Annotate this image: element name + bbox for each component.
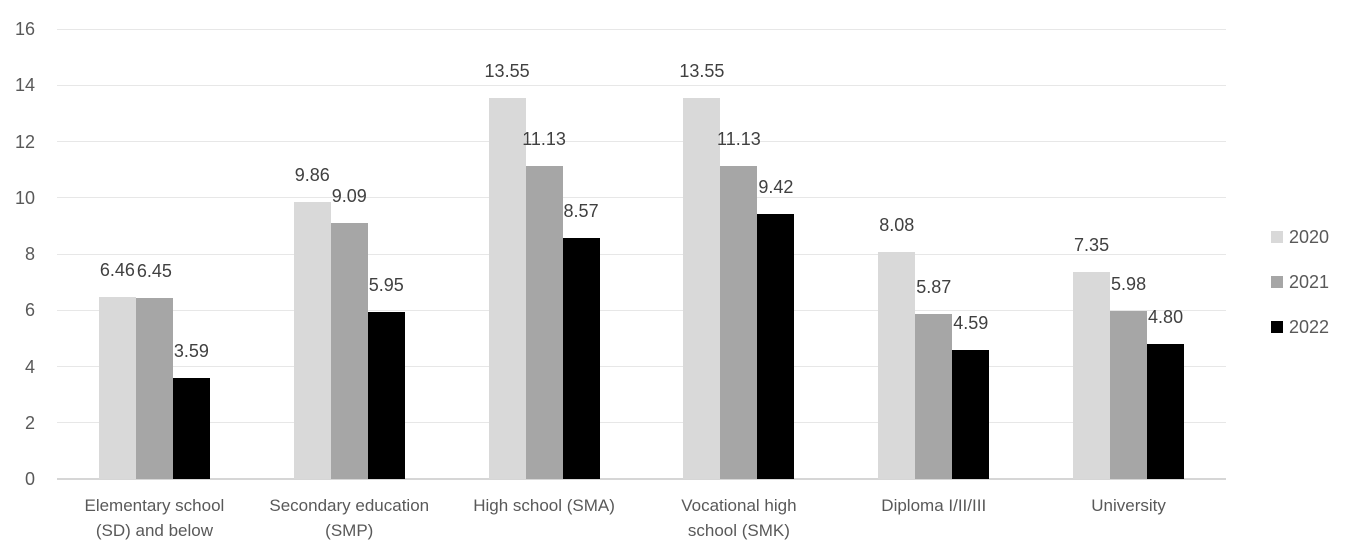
y-axis-tick-label: 14 — [14, 75, 35, 96]
bar-2021-cat3 — [720, 165, 758, 479]
value-label-2020-cat1: 9.86 — [294, 164, 330, 185]
y-axis-tick-label: 16 — [14, 19, 35, 39]
x-axis-category-label-line: Elementary school — [84, 496, 225, 515]
bar-2021-cat4 — [915, 313, 953, 479]
y-axis-tick-label: 2 — [24, 412, 35, 433]
x-axis-category-label-line: Diploma I/II/III — [881, 496, 987, 515]
value-label-2022-cat3: 9.42 — [758, 177, 794, 198]
y-axis-tick-label: 8 — [24, 244, 35, 264]
x-axis-category-label-line: school (SMK) — [687, 521, 790, 540]
bar-2020-cat1 — [293, 201, 331, 479]
value-label-2021-cat1: 9.09 — [331, 186, 367, 207]
bar-2021-cat5 — [1110, 310, 1148, 479]
x-axis-category-label: Secondary education (SMP) — [252, 493, 447, 543]
gridline — [57, 253, 1226, 255]
value-label-2022-cat1: 5.95 — [368, 274, 404, 295]
value-label-2021-cat0: 6.45 — [136, 260, 172, 281]
gridline — [57, 366, 1226, 367]
bar-2021-cat0 — [135, 297, 173, 479]
bar-2021-cat1 — [330, 223, 368, 479]
x-axis-category-label-line: Vocational high — [681, 496, 797, 515]
x-axis-category-label: High school (SMA) — [447, 493, 642, 518]
bar-2020-cat4 — [878, 251, 916, 479]
bar-2022-cat0 — [172, 378, 210, 479]
value-label-2020-cat2: 13.55 — [484, 60, 530, 81]
bar-2022-cat3 — [757, 214, 795, 479]
y-axis-tick-label: 0 — [24, 469, 35, 489]
x-axis-category-label-line: (SMP) — [325, 521, 374, 540]
gridline — [57, 141, 1226, 142]
legend-item-2022: 2022 — [1271, 316, 1329, 338]
gridline — [57, 309, 1226, 311]
y-axis-tick-label: 4 — [24, 356, 35, 377]
bar-2022-cat4 — [952, 349, 990, 479]
bar-2022-cat5 — [1147, 344, 1185, 479]
legend-swatch-2022 — [1271, 321, 1283, 333]
x-axis-category-label: Vocational high school (SMK) — [642, 493, 837, 543]
bar-2022-cat2 — [562, 237, 600, 479]
x-axis-category-label: Diploma I/II/III — [836, 493, 1031, 518]
legend-swatch-2020 — [1271, 231, 1283, 243]
legend-item-2021: 2021 — [1271, 271, 1329, 293]
legend-label-2020: 2020 — [1289, 227, 1330, 247]
gridline — [57, 84, 1226, 86]
value-label-2022-cat2: 8.57 — [563, 200, 599, 221]
bar-2020-cat2 — [488, 97, 526, 479]
bar-2020-cat0 — [98, 297, 136, 479]
bar-2020-cat3 — [683, 97, 721, 479]
gridline — [57, 422, 1226, 424]
x-axis-category-label-line: University — [1091, 496, 1166, 515]
y-axis-tick-label: 12 — [14, 131, 35, 152]
value-label-2021-cat3: 11.13 — [717, 128, 761, 149]
value-label-2020-cat5: 7.35 — [1074, 235, 1110, 256]
gridline — [57, 197, 1226, 199]
y-axis-tick-label: 6 — [24, 300, 35, 321]
x-axis-line — [57, 478, 1226, 480]
bar-2020-cat5 — [1073, 272, 1111, 479]
legend-swatch-2021 — [1271, 276, 1283, 288]
bar-2022-cat1 — [367, 311, 405, 479]
value-label-2020-cat0: 6.46 — [99, 260, 135, 281]
value-label-2022-cat4: 4.59 — [953, 312, 989, 333]
value-label-2020-cat3: 13.55 — [679, 60, 725, 81]
value-label-2021-cat4: 5.87 — [916, 276, 952, 297]
legend-label-2021: 2021 — [1289, 272, 1330, 292]
x-axis-category-label-line: High school (SMA) — [473, 496, 615, 515]
value-label-2022-cat0: 3.59 — [173, 341, 209, 362]
x-axis-category-label: Elementary school (SD) and below — [57, 493, 252, 543]
gridline — [57, 28, 1226, 30]
legend-item-2020: 2020 — [1271, 226, 1329, 248]
x-axis-category-label-line: Secondary education — [269, 496, 430, 515]
x-axis-category-label-line: (SD) and below — [95, 521, 213, 540]
x-axis-category-label: University — [1031, 493, 1226, 518]
y-axis-tick-label: 10 — [14, 187, 35, 208]
bar-2021-cat2 — [525, 165, 563, 479]
value-label-2021-cat5: 5.98 — [1111, 273, 1147, 294]
value-label-2020-cat4: 8.08 — [879, 214, 915, 235]
value-label-2022-cat5: 4.80 — [1148, 307, 1184, 327]
legend-label-2022: 2022 — [1289, 317, 1330, 337]
value-label-2021-cat2: 11.13 — [522, 128, 566, 149]
